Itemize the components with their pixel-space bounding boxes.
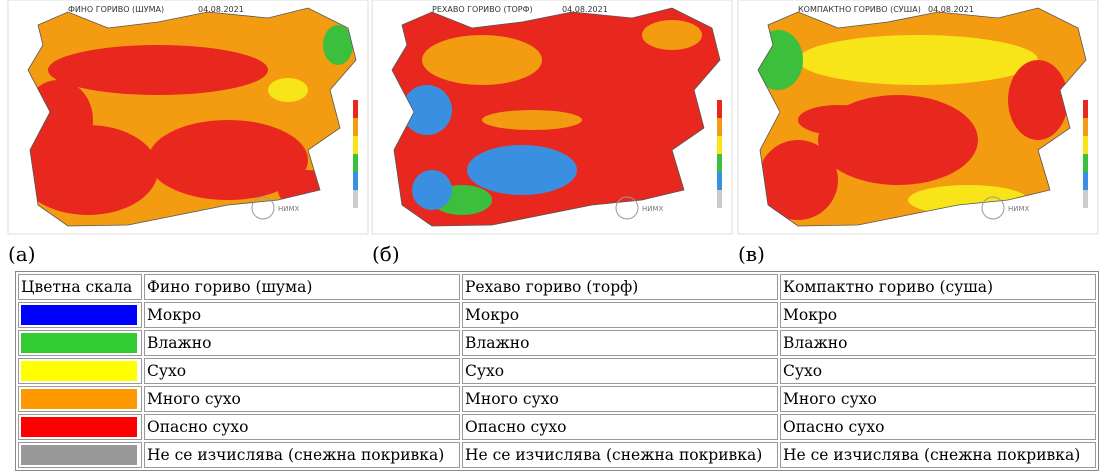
cell: Фино гориво (шума) — [144, 274, 460, 300]
cell — [18, 386, 142, 412]
row: Не се изчислява (снежна покривка) Не се и… — [18, 442, 1096, 468]
color-bar — [353, 154, 358, 172]
cell: Рехаво гориво (торф) — [462, 274, 778, 300]
color-bar — [353, 118, 358, 136]
country-border — [757, 7, 1087, 227]
color-bar — [1083, 100, 1088, 118]
swatch — [21, 305, 137, 325]
region — [642, 20, 702, 50]
region — [422, 35, 542, 85]
caption: (б) — [372, 242, 400, 266]
color-bar — [1083, 118, 1088, 136]
logo — [981, 196, 1005, 220]
cell: Много сухо — [144, 386, 460, 412]
map-title: ФИНО ГОРИВО (ШУМА) — [68, 5, 164, 14]
color-bar — [1083, 154, 1088, 172]
region — [48, 45, 268, 95]
logo — [615, 196, 639, 220]
cell: Опасно сухо — [462, 414, 778, 440]
cell: Не се изчислява (снежна покривка) — [780, 442, 1096, 468]
cell: Опасно сухо — [144, 414, 460, 440]
cell: Сухо — [144, 358, 460, 384]
row: Сухо Сухо Сухо — [18, 358, 1096, 384]
color-bar — [717, 136, 722, 154]
cell: Мокро — [462, 302, 778, 328]
cell: Мокро — [780, 302, 1096, 328]
color-bar — [717, 172, 722, 190]
cell — [18, 330, 142, 356]
row: Влажно Влажно Влажно — [18, 330, 1096, 356]
logo — [251, 196, 275, 220]
color-bar — [1083, 190, 1088, 208]
color-bar — [717, 154, 722, 172]
color-bar — [717, 118, 722, 136]
color-bar — [717, 100, 722, 118]
region — [1008, 60, 1068, 140]
color-bar — [353, 190, 358, 208]
region — [798, 105, 878, 135]
cell: Компактно гориво (суша) — [780, 274, 1096, 300]
swatch — [21, 417, 137, 437]
region — [402, 85, 452, 135]
logo-text: НИМХ — [278, 205, 300, 213]
map-regions — [402, 20, 702, 215]
cell: Опасно сухо — [780, 414, 1096, 440]
region — [148, 120, 308, 200]
map-panel: ФИНО ГОРИВО (ШУМА) 04.08.2021 НИМХ — [7, 0, 369, 235]
map-date: 04.08.2021 — [928, 5, 974, 14]
color-bar — [717, 190, 722, 208]
color-bar — [353, 136, 358, 154]
region — [482, 110, 582, 130]
color-bar — [353, 100, 358, 118]
region — [758, 140, 838, 220]
cell: Не се изчислява (снежна покривка) — [462, 442, 778, 468]
row: Цветна скала Фино гориво (шума) Рехаво гор… — [18, 274, 1096, 300]
cell: Много сухо — [780, 386, 1096, 412]
swatch — [21, 361, 137, 381]
cell — [18, 442, 142, 468]
caption: (а) — [8, 242, 36, 266]
row: Мокро Мокро Мокро — [18, 302, 1096, 328]
swatch — [21, 445, 137, 465]
logo-text: НИМХ — [1008, 205, 1030, 213]
cell: Цветна скала — [18, 274, 142, 300]
map-date: 04.08.2021 — [562, 5, 608, 14]
country-border — [391, 7, 721, 227]
map-panel: РЕХАВО ГОРИВО (ТОРФ) 04.08.2021 НИМХ — [371, 0, 733, 235]
cell: Влажно — [780, 330, 1096, 356]
region — [268, 78, 308, 102]
map-panel: КОМПАКТНО ГОРИВО (СУША) 04.08.2021 НИМХ — [737, 0, 1099, 235]
map-title: РЕХАВО ГОРИВО (ТОРФ) — [432, 5, 533, 14]
cell: Сухо — [462, 358, 778, 384]
map-date: 04.08.2021 — [198, 5, 244, 14]
cell — [18, 358, 142, 384]
color-bar — [353, 172, 358, 190]
cell: Не се изчислява (снежна покривка) — [144, 442, 460, 468]
row: Много сухо Много сухо Много сухо — [18, 386, 1096, 412]
region — [323, 25, 353, 65]
region — [412, 170, 452, 210]
map-regions — [758, 30, 1068, 220]
swatch — [21, 333, 137, 353]
row: Опасно сухо Опасно сухо Опасно сухо — [18, 414, 1096, 440]
cell: Влажно — [462, 330, 778, 356]
cell — [18, 302, 142, 328]
color-bar — [1083, 172, 1088, 190]
caption: (в) — [738, 242, 765, 266]
cell: Сухо — [780, 358, 1096, 384]
region — [798, 35, 1038, 85]
country-border — [27, 7, 357, 227]
cell — [18, 414, 142, 440]
legend-table: Цветна скала Фино гориво (шума) Рехаво гор… — [15, 271, 1099, 471]
cell: Мокро — [144, 302, 460, 328]
map-title: КОМПАКТНО ГОРИВО (СУША) — [798, 5, 921, 14]
cell: Влажно — [144, 330, 460, 356]
logo-text: НИМХ — [642, 205, 664, 213]
region — [467, 145, 577, 195]
swatch — [21, 389, 137, 409]
color-bar — [1083, 136, 1088, 154]
cell: Много сухо — [462, 386, 778, 412]
